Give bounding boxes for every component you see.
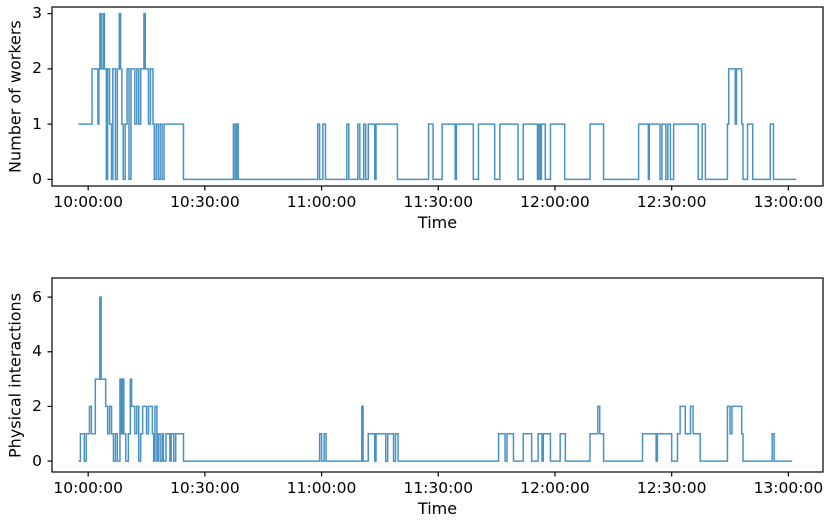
interactions-y-axis-label: Physical interactions [5, 292, 25, 458]
workers-axes [47, 6, 824, 191]
y-tick-label: 2 [32, 396, 42, 415]
y-tick-label: 0 [32, 169, 42, 188]
y-tick-label: 4 [32, 342, 42, 361]
axes-frame [51, 6, 824, 187]
y-tick-label: 6 [32, 287, 42, 306]
x-tick-label: 10:00:00 [53, 193, 123, 211]
x-tick-label: 10:30:00 [170, 479, 240, 497]
axes-frame [51, 277, 824, 473]
x-tick-label: 11:00:00 [286, 479, 357, 497]
x-tick-label: 10:30:00 [170, 193, 240, 211]
interactions-x-axis-label: Time [417, 499, 458, 518]
workers-y-axis-label: Number of workers [5, 20, 25, 173]
y-tick-label: 3 [32, 4, 42, 23]
x-tick-label: 12:00:00 [520, 193, 590, 211]
x-tick-label: 11:30:00 [403, 193, 474, 211]
x-tick-label: 11:30:00 [403, 479, 474, 497]
y-tick-label: 0 [32, 451, 42, 470]
workers-x-axis-label: Time [417, 213, 458, 232]
y-tick-label: 2 [32, 59, 42, 78]
x-tick-label: 11:00:00 [286, 193, 357, 211]
x-tick-label: 12:30:00 [636, 193, 707, 211]
x-tick-label: 12:00:00 [520, 479, 590, 497]
x-tick-label: 13:00:00 [753, 479, 824, 497]
x-tick-label: 13:00:00 [753, 193, 824, 211]
y-tick-label: 1 [32, 114, 42, 133]
x-tick-label: 12:30:00 [636, 479, 707, 497]
step-line-series [78, 296, 793, 462]
step-line-series [78, 12, 797, 181]
interactions-axes [47, 277, 824, 477]
x-tick-label: 10:00:00 [53, 479, 123, 497]
